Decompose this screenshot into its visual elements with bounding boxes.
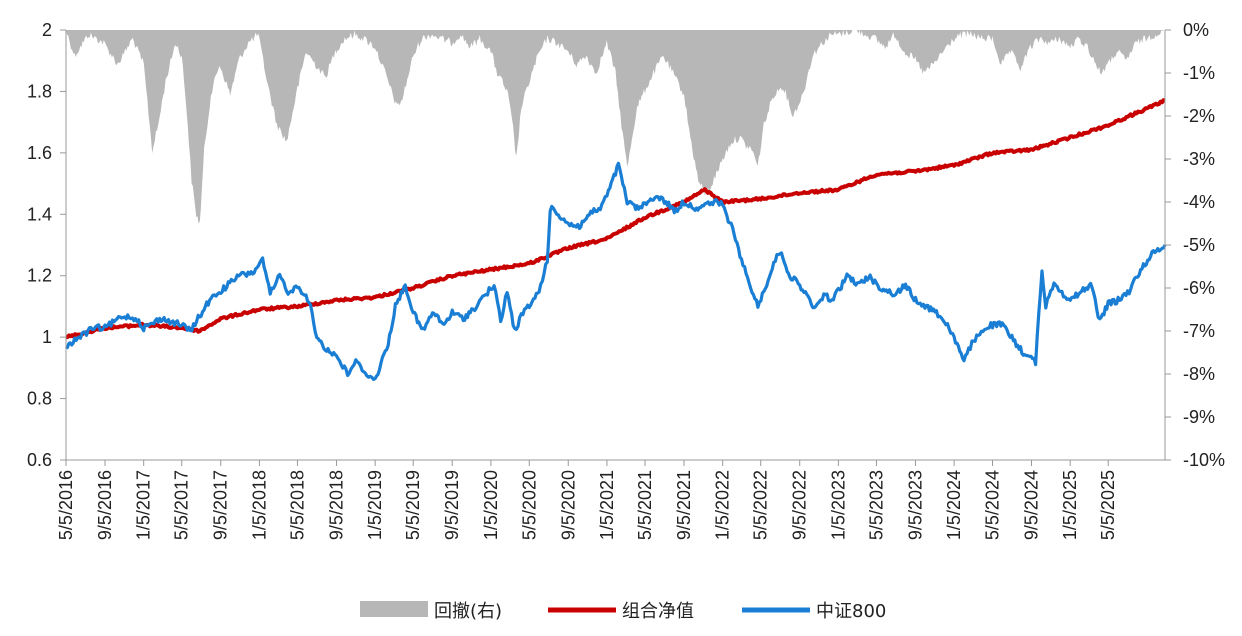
- x-tick-label: 1/5/2025: [1060, 470, 1080, 540]
- y-left-tick-label: 1.4: [27, 204, 52, 224]
- legend-label-drawdown: 回撤(右): [434, 601, 502, 622]
- x-tick-label: 9/5/2021: [674, 470, 694, 540]
- x-tick-label: 9/5/2016: [95, 470, 115, 540]
- y-right-tick-label: 0%: [1183, 20, 1209, 40]
- y-left-tick-label: 1: [42, 327, 52, 347]
- y-left-tick-label: 1.6: [27, 143, 52, 163]
- x-tick-label: 9/5/2017: [211, 470, 231, 540]
- legend-label-csi800: 中证800: [816, 601, 886, 622]
- x-tick-label: 9/5/2023: [905, 470, 925, 540]
- y-right-tick-label: -6%: [1183, 278, 1215, 298]
- y-right-tick-label: -7%: [1183, 321, 1215, 341]
- series-line-portfolio: [65, 98, 1166, 340]
- y-left-tick-label: 1.8: [27, 81, 52, 101]
- x-tick-label: 1/5/2019: [365, 470, 385, 540]
- x-tick-label: 5/5/2023: [866, 470, 886, 540]
- x-tick-label: 1/5/2023: [828, 470, 848, 540]
- x-tick-label: 1/5/2024: [944, 470, 964, 540]
- x-tick-label: 5/5/2018: [287, 470, 307, 540]
- x-tick-label: 9/5/2024: [1022, 470, 1042, 540]
- series-line-csi800: [65, 161, 1167, 381]
- x-tick-label: 1/5/2021: [597, 470, 617, 540]
- y-left-tick-label: 0.8: [27, 389, 52, 409]
- x-tick-label: 9/5/2020: [558, 470, 578, 540]
- x-tick-label: 1/5/2020: [481, 470, 501, 540]
- y-right-tick-label: -2%: [1183, 106, 1215, 126]
- y-right-tick-label: -5%: [1183, 235, 1215, 255]
- legend: 回撤(右) 组合净值 中证800: [360, 601, 886, 622]
- x-tick-label: 9/5/2022: [790, 470, 810, 540]
- legend-label-portfolio: 组合净值: [622, 601, 694, 622]
- x-tick-label: 1/5/2022: [713, 470, 733, 540]
- x-tick-label: 5/5/2024: [983, 470, 1003, 540]
- series-lines-group: [65, 98, 1167, 381]
- y-right-tick-label: -1%: [1183, 63, 1215, 83]
- x-tick-label: 5/5/2016: [56, 470, 76, 540]
- y-left-tick-label: 0.6: [27, 450, 52, 470]
- y-right-tick-label: -4%: [1183, 192, 1215, 212]
- y-right-tick-label: -3%: [1183, 149, 1215, 169]
- y-right-tick-label: -8%: [1183, 364, 1215, 384]
- y-right-tick-label: -10%: [1183, 450, 1225, 470]
- drawdown-area-group: [66, 30, 1165, 224]
- axes-group: 0.6 0.8 1 1.2 1.4 1.6 1.8 2 0% -1% -2% -3% -4% -5% -6%…: [27, 20, 1225, 540]
- x-tick-label: 5/5/2021: [635, 470, 655, 540]
- series-drawdown-area: [66, 30, 1165, 224]
- x-tick-label: 5/5/2025: [1098, 470, 1118, 540]
- y-left-tick-label: 1.2: [27, 266, 52, 286]
- x-tick-label: 5/5/2017: [172, 470, 192, 540]
- x-tick-label: 5/5/2019: [403, 470, 423, 540]
- legend-swatch-drawdown: [360, 601, 428, 617]
- x-tick-label: 5/5/2022: [751, 470, 771, 540]
- x-tick-label: 1/5/2018: [249, 470, 269, 540]
- x-tick-label: 1/5/2017: [134, 470, 154, 540]
- x-tick-label: 9/5/2018: [326, 470, 346, 540]
- x-tick-label: 5/5/2020: [519, 470, 539, 540]
- y-left-tick-label: 2: [42, 20, 52, 40]
- x-tick-label: 9/5/2019: [442, 470, 462, 540]
- y-right-tick-label: -9%: [1183, 407, 1215, 427]
